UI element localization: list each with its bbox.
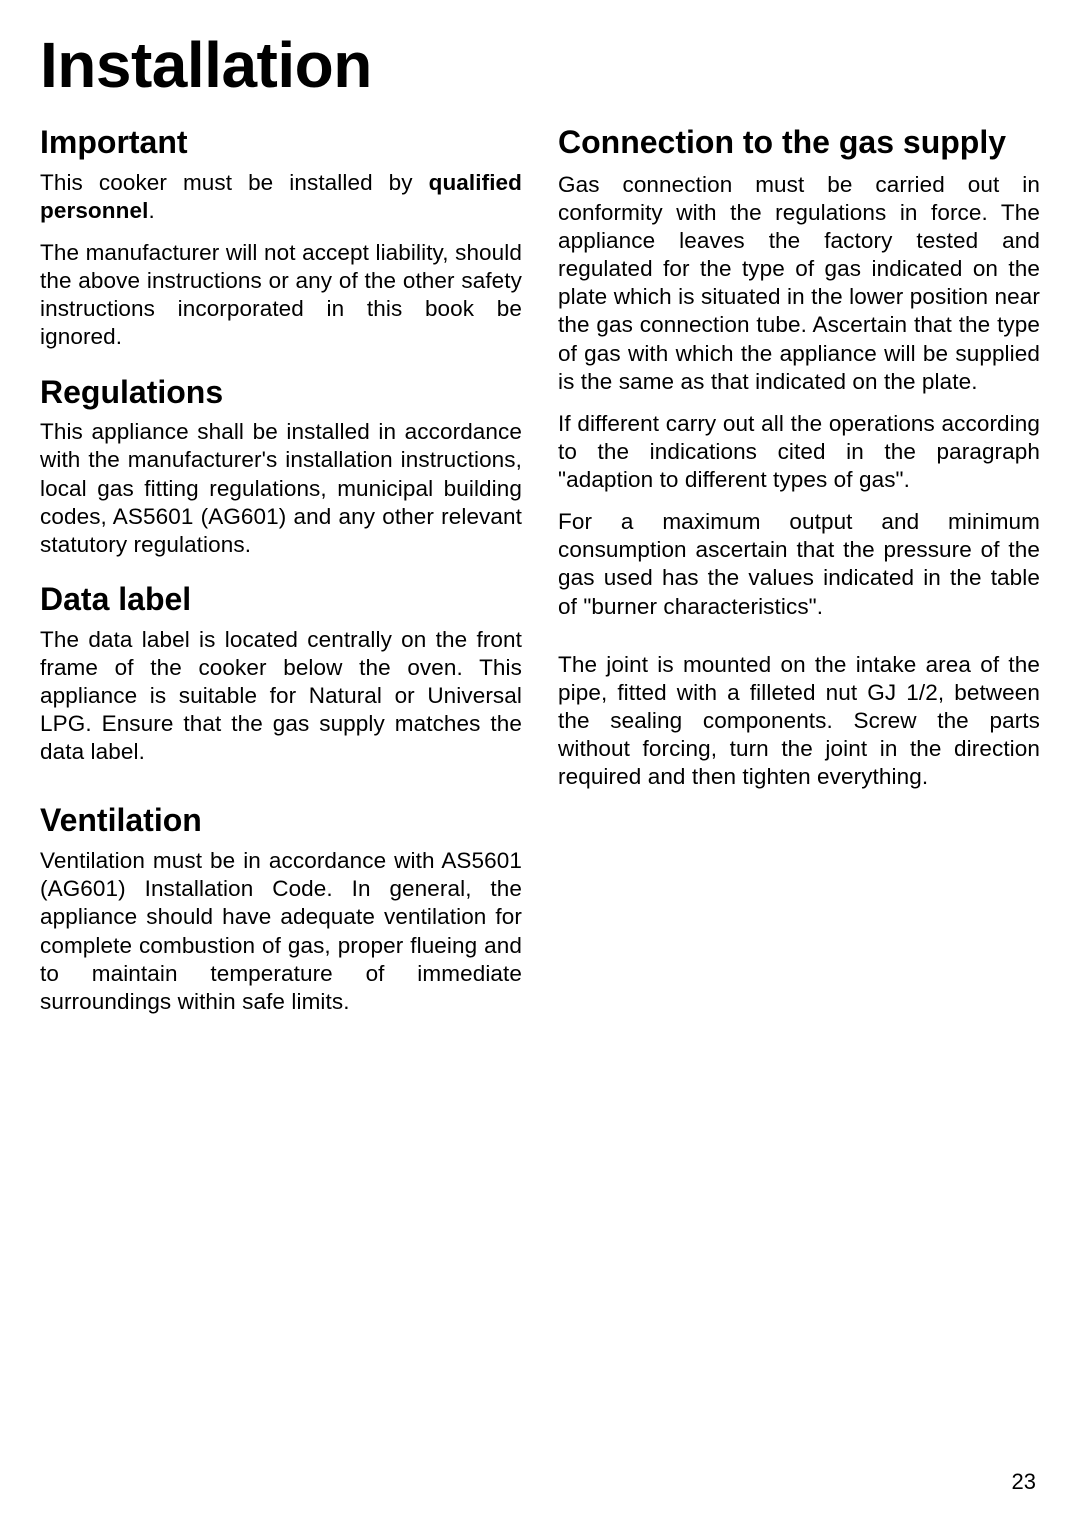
- regulations-para1: This appliance shall be installed in acc…: [40, 418, 522, 559]
- regulations-heading: Regulations: [40, 374, 522, 411]
- important-para2: The manufacturer will not accept liabili…: [40, 239, 522, 352]
- regulations-section: Regulations This appliance shall be inst…: [40, 374, 522, 559]
- ventilation-heading: Ventilation: [40, 802, 522, 839]
- page-title: Installation: [40, 28, 1040, 102]
- connection-para1: Gas connection must be carried out in co…: [558, 171, 1040, 396]
- connection-para2: If different carry out all the operation…: [558, 410, 1040, 494]
- right-column: Connection to the gas supply Gas connect…: [558, 124, 1040, 1038]
- data-label-heading: Data label: [40, 581, 522, 618]
- left-column: Important This cooker must be installed …: [40, 124, 522, 1038]
- page-number: 23: [1012, 1469, 1036, 1495]
- important-para1: This cooker must be installed by qualifi…: [40, 169, 522, 225]
- connection-heading: Connection to the gas supply: [558, 124, 1040, 161]
- connection-para3: For a maximum output and minimum consump…: [558, 508, 1040, 621]
- content-columns: Important This cooker must be installed …: [40, 124, 1040, 1038]
- ventilation-para1: Ventilation must be in accordance with A…: [40, 847, 522, 1016]
- important-section: Important This cooker must be installed …: [40, 124, 522, 352]
- important-heading: Important: [40, 124, 522, 161]
- important-para1-prefix: This cooker must be installed by: [40, 170, 429, 195]
- data-label-para1: The data label is located centrally on t…: [40, 626, 522, 767]
- data-label-section: Data label The data label is located cen…: [40, 581, 522, 766]
- important-para1-suffix: .: [148, 198, 154, 223]
- connection-para4: The joint is mounted on the intake area …: [558, 651, 1040, 792]
- ventilation-section: Ventilation Ventilation must be in accor…: [40, 802, 522, 1016]
- connection-section: Connection to the gas supply Gas connect…: [558, 124, 1040, 791]
